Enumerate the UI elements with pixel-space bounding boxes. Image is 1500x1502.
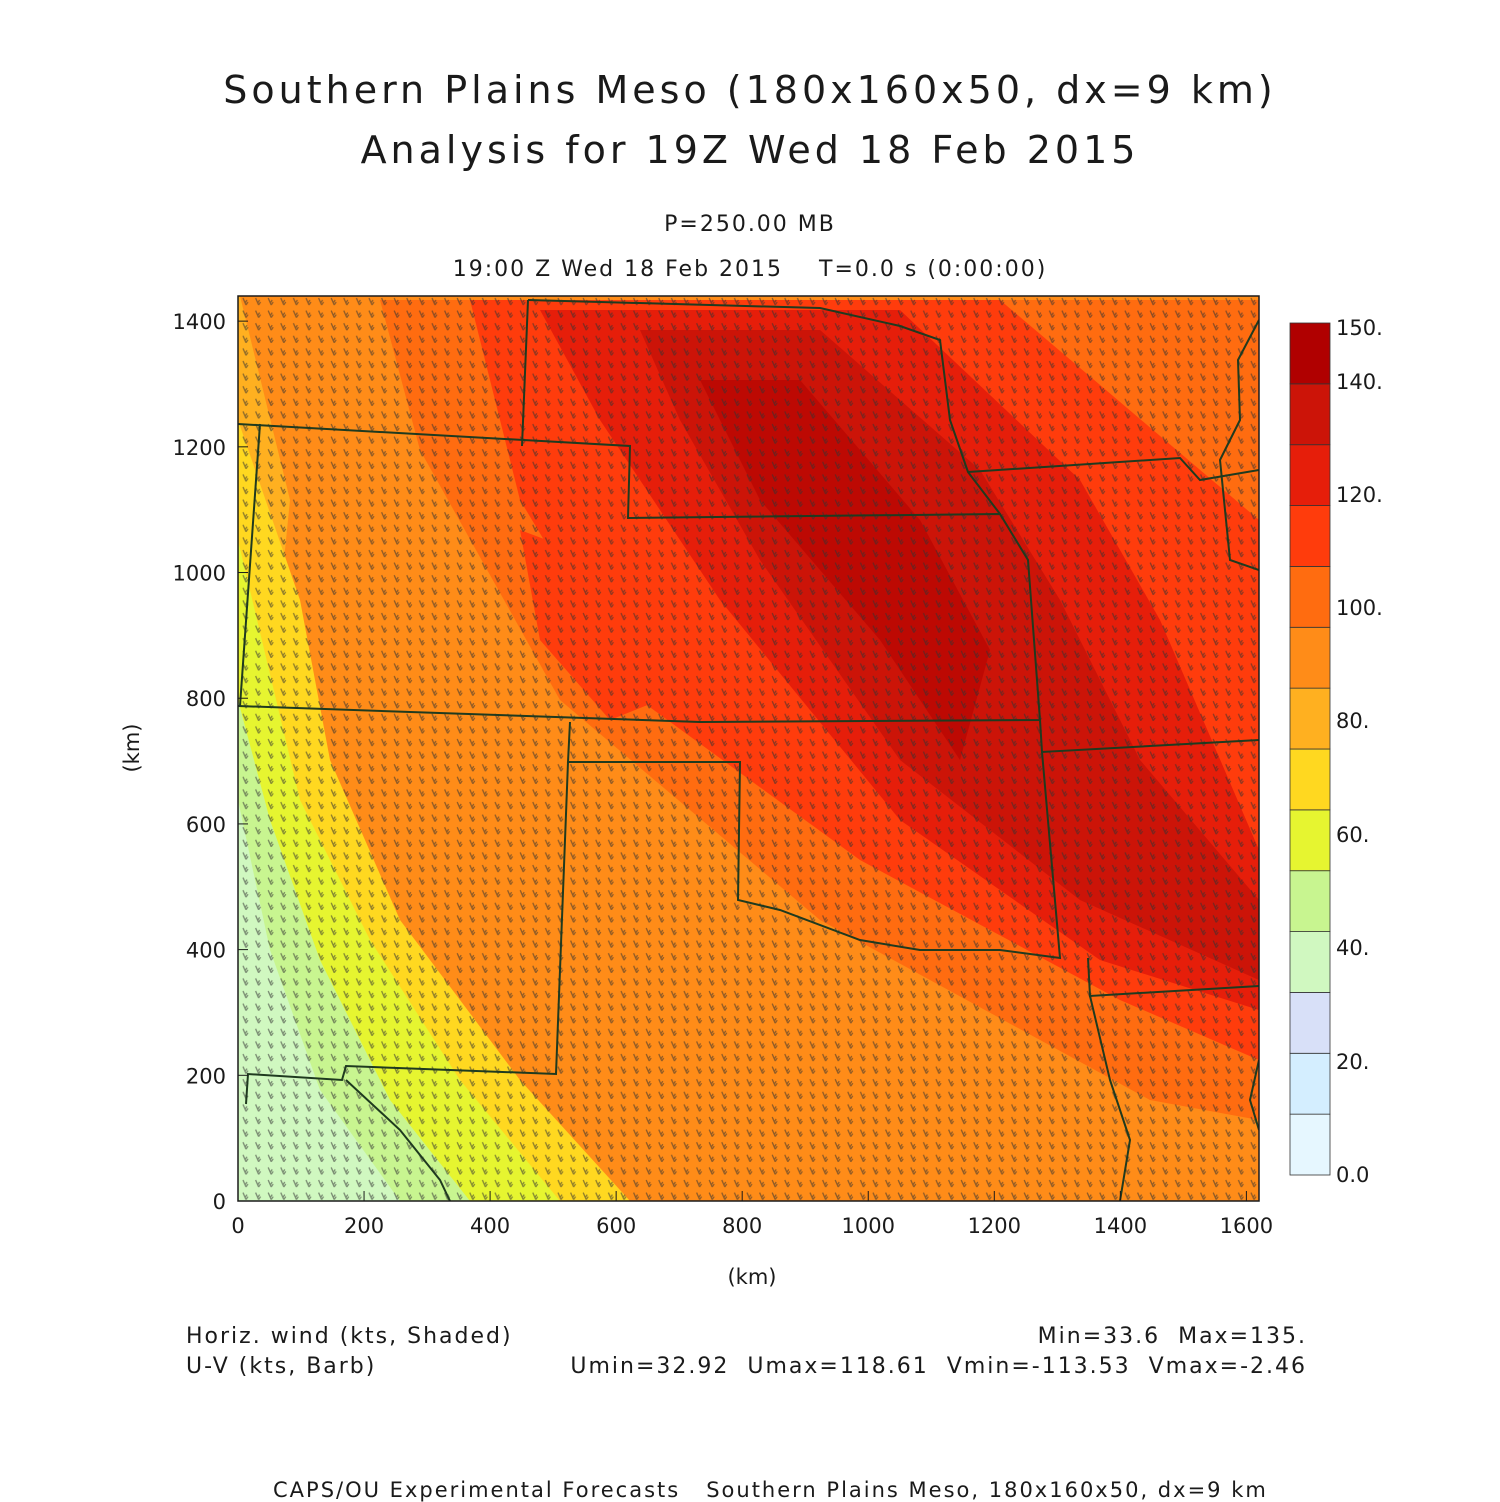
y-tick-label: 1200 <box>173 436 226 460</box>
colorbar-label: 120. <box>1336 483 1383 507</box>
title-line-1: Southern Plains Meso (180x160x50, dx=9 k… <box>223 68 1277 112</box>
colorbar: 150. 140. 120. 100. 80. 60. 40. 20. 0.0 <box>1289 316 1383 1187</box>
state-borders <box>238 299 1259 1201</box>
x-tick-label: 1200 <box>968 1214 1021 1238</box>
x-tick-label: 400 <box>470 1214 510 1238</box>
y-tick-label: 1400 <box>173 310 226 334</box>
y-tick-label: 400 <box>186 939 226 963</box>
colorbar-swatch <box>1289 748 1331 811</box>
x-tick-label: 200 <box>344 1214 384 1238</box>
colorbar-swatch <box>1289 931 1331 993</box>
x-tick-label: 1000 <box>842 1214 895 1238</box>
colorbar-label: 150. <box>1336 316 1383 340</box>
field-label-barb: U-V (kts, Barb) <box>186 1354 377 1379</box>
min-max-label: Min=33.6 Max=135. <box>1037 1324 1307 1349</box>
title-line-2: Analysis for 19Z Wed 18 Feb 2015 <box>360 128 1140 172</box>
y-axis-label: (km) <box>120 723 144 772</box>
y-tick-label: 1000 <box>173 562 226 586</box>
x-tick-label: 0 <box>231 1214 244 1238</box>
colorbar-swatch <box>1289 1113 1331 1176</box>
x-axis: 0 200 400 600 800 1000 1200 1400 1600 <box>231 1191 1273 1238</box>
uv-min-max-label: Umin=32.92 Umax=118.61 Vmin=-113.53 Vmax… <box>570 1354 1307 1379</box>
colorbar-swatch <box>1289 383 1331 446</box>
colorbar-label: 40. <box>1336 936 1369 960</box>
x-tick-label: 600 <box>596 1214 636 1238</box>
colorbar-label: 0.0 <box>1336 1163 1369 1187</box>
colorbar-swatch <box>1289 322 1331 385</box>
x-tick-label: 800 <box>722 1214 762 1238</box>
colorbar-label: 60. <box>1336 823 1369 847</box>
colorbar-swatch <box>1289 992 1331 1054</box>
footer-credit: CAPS/OU Experimental Forecasts Southern … <box>273 1478 1268 1502</box>
colorbar-swatch <box>1289 687 1331 750</box>
y-tick-label: 200 <box>186 1064 226 1088</box>
x-tick-label: 1600 <box>1220 1214 1273 1238</box>
colorbar-swatch <box>1289 505 1331 567</box>
field-label-shaded: Horiz. wind (kts, Shaded) <box>186 1324 513 1349</box>
colorbar-swatch <box>1289 1052 1331 1115</box>
colorbar-swatch <box>1289 444 1331 506</box>
colorbar-label: 140. <box>1336 370 1383 394</box>
y-tick-label: 800 <box>186 687 226 711</box>
time-label: 19:00 Z Wed 18 Feb 2015 T=0.0 s (0:00:00… <box>452 257 1048 282</box>
colorbar-swatch <box>1289 626 1331 689</box>
level-label: P=250.00 MB <box>664 212 836 237</box>
wind-speed-field <box>238 296 1259 1201</box>
y-tick-label: 600 <box>186 813 226 837</box>
x-axis-label: (km) <box>727 1265 776 1289</box>
colorbar-label: 80. <box>1336 709 1369 733</box>
colorbar-swatch <box>1289 870 1331 932</box>
colorbar-swatch <box>1289 566 1331 628</box>
plot-frame <box>237 295 1260 1202</box>
colorbar-label: 100. <box>1336 596 1383 620</box>
x-tick-label: 1400 <box>1094 1214 1147 1238</box>
colorbar-swatch <box>1289 809 1331 872</box>
y-tick-label: 0 <box>213 1190 226 1214</box>
colorbar-label: 20. <box>1336 1050 1369 1074</box>
y-axis: 0 200 400 600 800 1000 1200 1400 <box>173 310 248 1214</box>
